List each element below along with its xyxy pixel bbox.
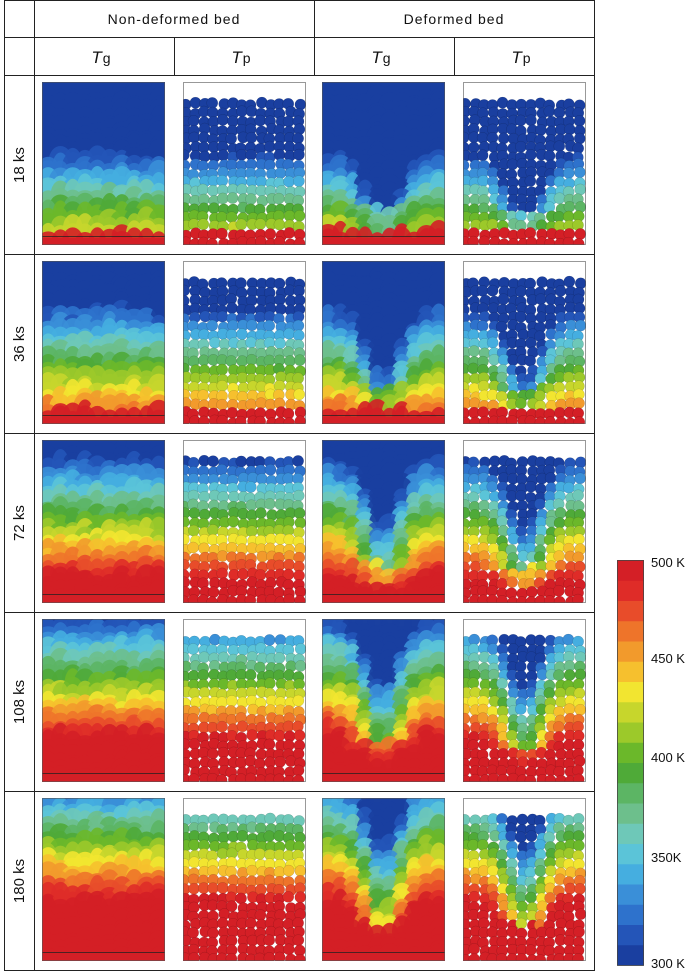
gas-temperature-field — [42, 619, 165, 782]
colorbar-band — [617, 742, 644, 763]
gas-temperature-field — [42, 261, 165, 424]
colorbar-band — [617, 863, 644, 885]
particle-temperature-field — [183, 261, 306, 424]
group-label-deformed: Deformed bed — [404, 11, 505, 27]
gas-temperature-field — [322, 82, 445, 245]
particle-temperature-field — [183, 798, 306, 961]
colorbar-band — [617, 944, 644, 966]
colorbar-band — [617, 661, 644, 682]
colorbar-band — [617, 722, 644, 743]
column-label: Tp — [511, 48, 530, 67]
colorbar-band — [617, 641, 644, 662]
colorbar-band — [617, 762, 644, 784]
colorbar-band — [617, 823, 644, 844]
particle-temperature-field — [463, 261, 586, 424]
particle-temperature-field — [463, 440, 586, 603]
gas-temperature-field — [42, 440, 165, 603]
colorbar-band — [617, 620, 644, 642]
colorbar-band — [617, 884, 644, 905]
particle-temperature-field — [463, 619, 586, 782]
colorbar-band — [617, 843, 644, 865]
colorbar — [617, 560, 644, 966]
colorbar-tick-label: 450 K — [651, 651, 685, 666]
colorbar-tick-label: 500 K — [651, 555, 685, 570]
particle-temperature-field — [183, 619, 306, 782]
gas-temperature-field — [322, 261, 445, 424]
row-time-label: 18 ks — [11, 147, 28, 183]
colorbar-band — [617, 803, 644, 824]
colorbar-band — [617, 924, 644, 946]
colorbar-band — [617, 904, 644, 925]
colorbar-band — [617, 701, 644, 723]
particle-temperature-field — [183, 82, 306, 245]
gas-temperature-field — [42, 82, 165, 245]
row-time-label: 108 ks — [11, 680, 28, 724]
row-time-label: 36 ks — [11, 326, 28, 362]
row-time-label: 72 ks — [11, 505, 28, 541]
colorbar-band — [617, 580, 644, 601]
colorbar-tick-label: 300 K — [651, 956, 685, 971]
particle-temperature-field — [183, 440, 306, 603]
colorbar-tick-label: 350K — [651, 850, 682, 865]
colorbar-band — [617, 782, 644, 804]
group-label-non-deformed: Non-deformed bed — [108, 11, 241, 27]
colorbar-band — [617, 560, 644, 581]
column-label: Tg — [91, 48, 110, 67]
row-time-label: 180 ks — [11, 859, 28, 903]
gas-temperature-field — [322, 798, 445, 961]
colorbar-band — [617, 681, 644, 703]
particle-temperature-field — [463, 82, 586, 245]
colorbar-tick-label: 400 K — [651, 750, 685, 765]
table-frame — [4, 0, 595, 971]
column-label: Tg — [371, 48, 390, 67]
colorbar-band — [617, 600, 644, 622]
particle-temperature-field — [463, 798, 586, 961]
gas-temperature-field — [322, 619, 445, 782]
column-label: Tp — [231, 48, 250, 67]
gas-temperature-field — [322, 440, 445, 603]
gas-temperature-field — [42, 798, 165, 961]
